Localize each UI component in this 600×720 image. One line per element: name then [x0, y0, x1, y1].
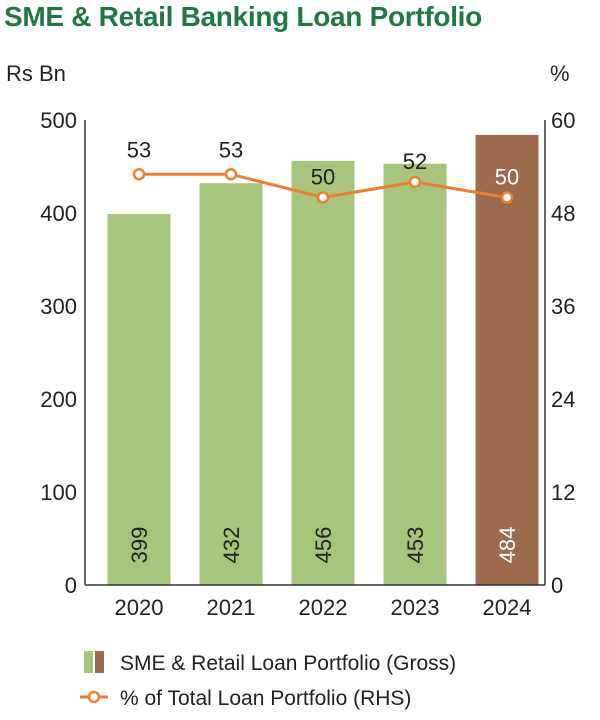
percent-point-2024 [500, 191, 514, 204]
legend-swatch-bar-brown [95, 651, 104, 673]
percent-value-label: 52 [403, 149, 427, 174]
y-right-tick-label: 0 [551, 573, 563, 598]
bar-2023 [383, 163, 447, 585]
bar-2021 [199, 183, 263, 586]
y-left-tick-label: 100 [40, 480, 77, 505]
chart-title: SME & Retail Banking Loan Portfolio [4, 1, 482, 32]
x-tick-label: 2024 [483, 595, 532, 620]
bar-2024 [475, 134, 539, 585]
y-right-tick-label: 48 [551, 201, 575, 226]
legend-label-line: % of Total Loan Portfolio (RHS) [120, 687, 411, 710]
percent-point-2021 [224, 168, 238, 181]
legend-swatch-marker [87, 690, 101, 704]
axes [84, 120, 546, 586]
percent-value-label: 50 [495, 165, 519, 190]
y-right-tick-label: 24 [551, 387, 575, 412]
percent-point-2020 [132, 168, 146, 181]
legend: SME & Retail Loan Portfolio (Gross) % of … [80, 651, 456, 710]
y-left-tick-label: 500 [40, 108, 77, 133]
y-axis-left-ticks: 0 100 200 300 400 500 [40, 108, 77, 598]
bar-2022 [291, 160, 355, 586]
bar-value-labels: 399 432 456 453 484 [127, 527, 520, 564]
legend-label-bar: SME & Retail Loan Portfolio (Gross) [120, 652, 456, 675]
x-tick-label: 2021 [207, 595, 256, 620]
percent-value-label: 53 [127, 137, 151, 162]
x-axis-ticks: 2020 2021 2022 2023 2024 [115, 595, 532, 620]
percent-point-2023 [408, 175, 422, 189]
line-value-labels: 53 53 50 52 50 [127, 137, 519, 189]
y-left-tick-label: 400 [40, 201, 77, 226]
bar-value-label: 432 [219, 527, 244, 564]
legend-swatch-bar-green [84, 651, 93, 673]
y-axis-left-label: Rs Bn [6, 61, 66, 86]
x-tick-label: 2020 [115, 595, 164, 620]
y-right-tick-label: 12 [551, 480, 575, 505]
bar-value-label: 399 [127, 527, 152, 564]
y-axis-right-ticks: 0 12 24 36 48 60 [551, 108, 575, 598]
y-right-tick-label: 60 [551, 108, 575, 133]
y-left-tick-label: 300 [40, 294, 77, 319]
y-axis-right-label: % [550, 61, 570, 86]
y-right-tick-label: 36 [551, 294, 575, 319]
percent-value-label: 50 [311, 165, 335, 190]
x-tick-label: 2023 [391, 595, 440, 620]
bar-2020 [107, 213, 171, 585]
bar-value-label: 453 [403, 527, 428, 564]
line-series [132, 168, 514, 204]
bar-series [107, 134, 539, 586]
bar-value-label: 456 [311, 527, 336, 564]
percent-value-label: 53 [219, 137, 243, 162]
x-tick-label: 2022 [299, 595, 348, 620]
percent-point-2022 [316, 191, 330, 204]
bar-value-label: 484 [495, 527, 520, 564]
y-left-tick-label: 200 [40, 387, 77, 412]
y-left-tick-label: 0 [65, 573, 77, 598]
